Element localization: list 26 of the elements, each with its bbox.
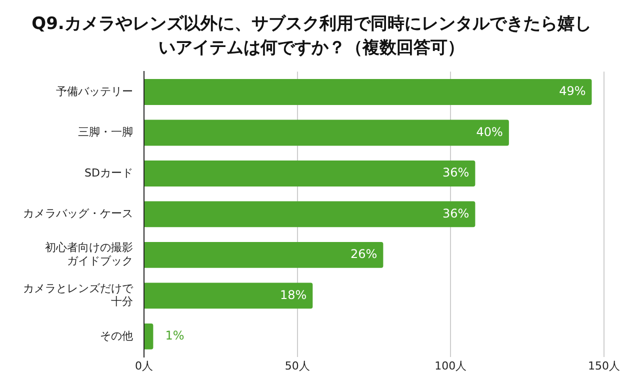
annotation: 1% (165, 328, 184, 343)
bar (144, 242, 384, 268)
bar (144, 323, 154, 350)
y-tick-label: SDカード (84, 166, 133, 180)
x-tick-label: 0人 (135, 359, 153, 372)
x-tick-label: 100人 (434, 359, 467, 372)
bar (144, 201, 476, 228)
annotation: 49% (559, 84, 586, 98)
y-tick-label: 初心者向けの撮影ガイドブック (45, 241, 133, 268)
annotation: 26% (350, 247, 378, 262)
bar (144, 160, 476, 186)
annotation: 36% (442, 206, 470, 220)
y-tick-label: カメラとレンズだけで十分 (23, 282, 134, 308)
y-tick-label: 予備バッテリー (56, 84, 133, 98)
annotation: 40% (476, 124, 503, 139)
bar (144, 282, 313, 309)
y-tick-label: カメラバッグ・ケース (23, 207, 133, 220)
bar (144, 120, 509, 146)
bar (144, 78, 592, 105)
x-tick-label: 150人 (588, 359, 620, 372)
annotation: 18% (280, 288, 307, 302)
chart-title: Q9.カメラやレンズ以外に、サブスク利用で同時にレンタルできたら嬉しいアイテムは何ですか？（複数回答可） (30, 13, 592, 60)
y-tick-label: 三脚・一脚 (78, 126, 133, 139)
y-tick-label: その他 (100, 329, 133, 342)
x-tick-label: 50人 (284, 359, 310, 372)
annotation: 36% (442, 166, 470, 180)
